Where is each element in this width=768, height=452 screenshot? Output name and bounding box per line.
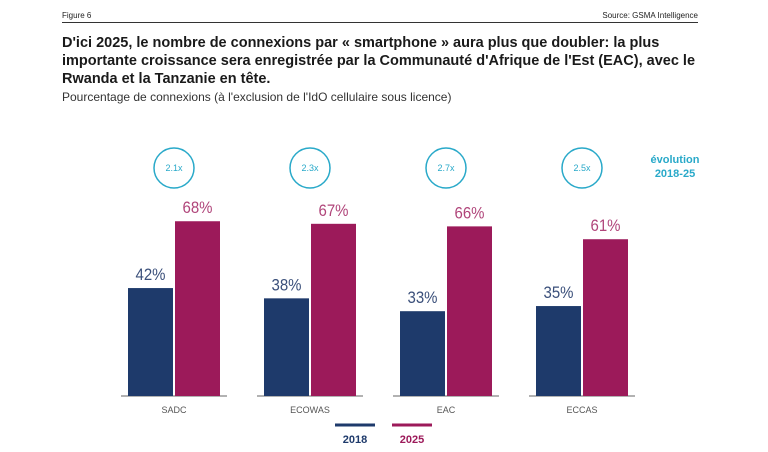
growth-value: 2.5x — [573, 163, 591, 173]
growth-circle — [425, 147, 467, 189]
data-label: 38% — [272, 275, 302, 294]
growth-value: 2.3x — [301, 163, 319, 173]
chart-title: D'ici 2025, le nombre de connexions par … — [62, 35, 696, 87]
data-label: 61% — [591, 216, 621, 235]
category-label: ECCAS — [566, 405, 597, 415]
growth-value: 2.7x — [437, 163, 455, 173]
legend-label-2025: 2025 — [400, 434, 424, 446]
growth-circle — [561, 147, 603, 189]
growth-circle — [153, 147, 195, 189]
growth-label-line1: évolution — [651, 154, 700, 166]
data-label: 68% — [183, 198, 213, 217]
bar-2018-EAC — [400, 311, 445, 396]
bar-2025-EAC — [447, 226, 492, 396]
bar-2025-ECCAS — [583, 239, 628, 396]
category-label: SADC — [161, 405, 187, 415]
growth-value: 2.1x — [165, 163, 183, 173]
data-label: 35% — [544, 283, 574, 302]
legend-label-2018: 2018 — [343, 434, 367, 446]
bar-2018-ECOWAS — [264, 298, 309, 396]
growth-label-line2: 2018-25 — [655, 168, 695, 180]
bar-2025-SADC — [175, 221, 220, 396]
bar-2018-SADC — [128, 288, 173, 396]
data-label: 67% — [319, 201, 349, 220]
source-note: Source: GSMA Intelligence — [602, 11, 698, 20]
bar-2018-ECCAS — [536, 306, 581, 396]
header-rule — [62, 22, 698, 23]
category-label: ECOWAS — [290, 405, 330, 415]
category-label: EAC — [437, 405, 456, 415]
data-label: 42% — [136, 265, 166, 284]
bar-2025-ECOWAS — [311, 223, 356, 396]
figure-number: Figure 6 — [62, 11, 92, 20]
chart-subtitle: Pourcentage de connexions (à l'exclusion… — [62, 90, 452, 104]
data-label: 33% — [408, 288, 438, 307]
data-label: 66% — [455, 203, 485, 222]
growth-circle — [289, 147, 331, 189]
